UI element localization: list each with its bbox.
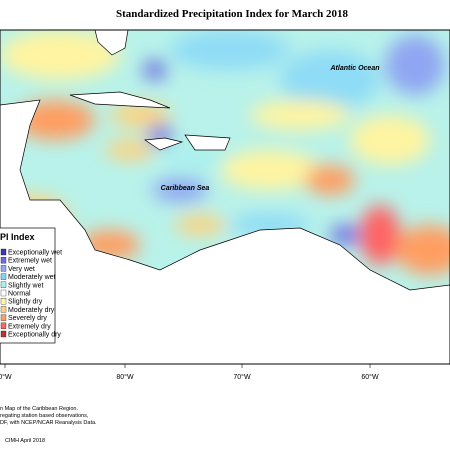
legend-label: Moderately wet [8, 274, 56, 281]
legend-swatch [0, 289, 7, 297]
legend-label: Very wet [8, 266, 35, 273]
legend-label: Slightly wet [8, 282, 43, 289]
legend-label: Exceptionally wet [8, 250, 62, 257]
legend-swatch [0, 281, 7, 288]
map-title: Standardized Precipitation Index for Mar… [116, 8, 348, 20]
credit: CIMH April 2018 [5, 438, 45, 444]
legend-swatch [0, 330, 7, 338]
legend-label: Slightly dry [8, 299, 43, 306]
footer-line: regating station based observations, [0, 413, 89, 419]
legend-box [0, 227, 56, 344]
axis: 0°W 80°W 70°W 60°W [0, 364, 379, 381]
tick-label: 80°W [116, 373, 134, 381]
legend-swatch [0, 298, 7, 305]
tick-label: 70°W [233, 373, 251, 381]
sea-label: Caribbean Sea [161, 185, 210, 192]
legend-swatch [0, 257, 7, 264]
footer-line: DF, with NCEP/NCAR Reanalysis Data. [0, 420, 97, 426]
legend-swatch [0, 265, 7, 272]
legend-swatch [0, 273, 7, 280]
legend-label: Severely dry [8, 315, 47, 322]
tick-label: 60°W [361, 373, 379, 381]
map-frame [0, 29, 450, 365]
legend-swatch [0, 306, 7, 313]
legend-label: Normal [8, 291, 31, 298]
legend-label: Exceptionally dry [8, 332, 61, 339]
legend-label: Moderately dry [8, 307, 55, 314]
legend-label: Extremely wet [8, 258, 52, 265]
legend-title: SPI Index [0, 232, 35, 242]
legend-swatch [0, 314, 7, 321]
legend-label: Extremely dry [8, 323, 51, 330]
map [0, 30, 450, 364]
footer: n Map of the Caribbean Region.regating s… [0, 406, 97, 426]
legend-swatch [0, 248, 7, 256]
tick-label: 0°W [0, 373, 12, 381]
footer-line: n Map of the Caribbean Region. [0, 406, 78, 412]
legend-swatch [0, 322, 7, 329]
ocean-label: Atlantic Ocean [329, 65, 379, 72]
